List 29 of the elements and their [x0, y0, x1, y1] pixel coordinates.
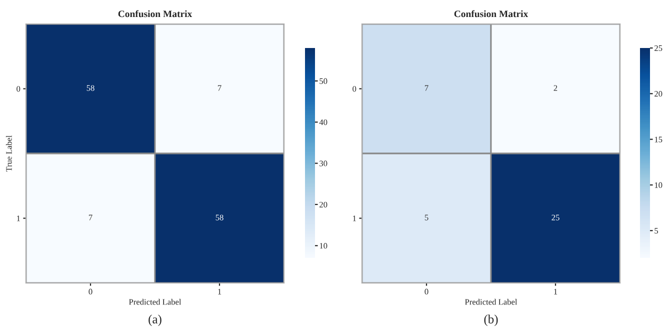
data-label: 2 [554, 85, 558, 91]
color-bar-label: 50 [320, 78, 328, 84]
color-bar-label: 40 [319, 119, 328, 126]
color-bar-label: 30 [320, 160, 328, 166]
x-tick-label: 0 [424, 288, 428, 294]
data-label: 7 [424, 85, 428, 91]
text: (b) [484, 314, 498, 326]
x-axis-title: Predicted Label [128, 298, 182, 305]
data-label: 58 [86, 85, 94, 91]
color-bar-label: 10 [654, 182, 662, 188]
chart-title: Confusion Matrix [454, 10, 528, 18]
color-bar-label: 5 [654, 228, 658, 234]
data-label: 7 [218, 85, 222, 91]
data-label: 58 [216, 214, 224, 220]
y-axis-title: True Label [6, 135, 12, 172]
color-bar-label: 10 [320, 242, 328, 249]
data-label: 7 [88, 214, 92, 220]
data-label: 25 [552, 214, 560, 220]
x-tick-label: 0 [88, 288, 92, 294]
chart-title: Confusion Matrix [118, 10, 192, 18]
color-bar-label: 25 [654, 45, 662, 51]
x-tick-label: 1 [554, 288, 558, 294]
text: (a) [148, 314, 162, 326]
color-bar-label: 20 [320, 202, 328, 208]
color-bar-label: 15 [654, 136, 662, 142]
color-bar-label: 20 [654, 91, 662, 97]
x-axis-title: Predicted Label [464, 298, 518, 305]
data-label: 5 [424, 214, 428, 220]
x-tick-label: 1 [218, 288, 222, 294]
